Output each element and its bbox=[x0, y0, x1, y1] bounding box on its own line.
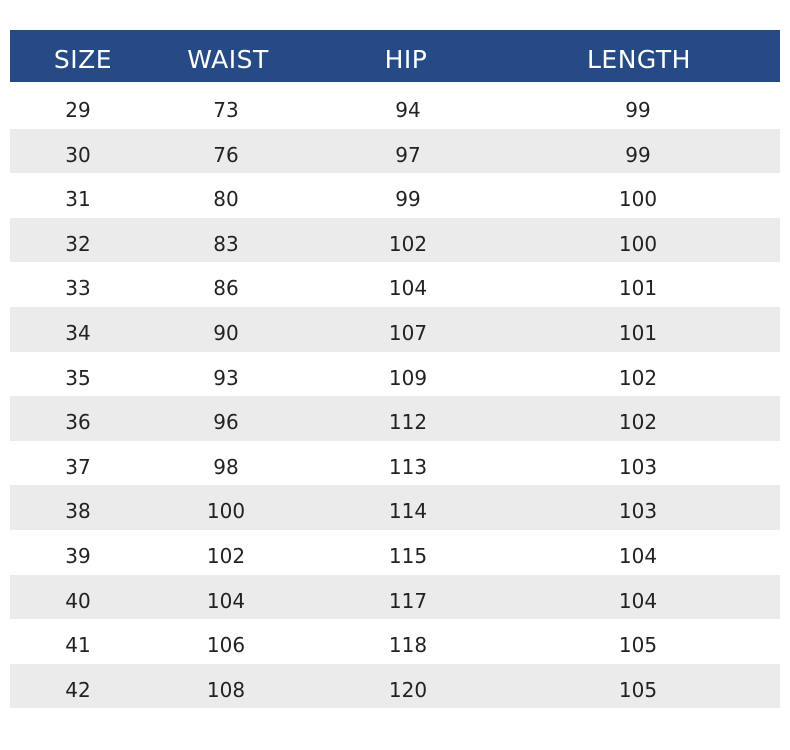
size-table-body: 29 73 94 99 30 76 97 99 31 80 99 100 32 83 102 100 33 86 1… bbox=[10, 84, 780, 709]
cell-waist: 86 bbox=[213, 276, 239, 301]
cell-hip: 99 bbox=[395, 187, 421, 212]
cell-waist: 96 bbox=[213, 410, 239, 435]
cell-hip: 114 bbox=[388, 499, 428, 524]
table-row: 38 100 114 103 bbox=[10, 485, 780, 530]
cell-size: 35 bbox=[65, 365, 91, 390]
cell-waist: 73 bbox=[213, 98, 239, 122]
cell-size: 32 bbox=[65, 231, 91, 256]
cell-hip: 117 bbox=[388, 588, 428, 613]
table-row: 31 80 99 100 bbox=[10, 173, 780, 218]
cell-hip: 109 bbox=[388, 365, 428, 390]
cell-length: 103 bbox=[618, 454, 658, 479]
header-size: SIZE bbox=[53, 45, 113, 74]
cell-size: 37 bbox=[65, 454, 91, 479]
table-row: 39 102 115 104 bbox=[10, 530, 780, 575]
cell-length: 101 bbox=[618, 276, 658, 301]
table-row: 35 93 109 102 bbox=[10, 352, 780, 397]
table-row: 32 83 102 100 bbox=[10, 217, 780, 263]
cell-waist: 106 bbox=[206, 633, 246, 658]
table-row: 34 90 107 101 bbox=[10, 306, 780, 352]
cell-waist: 83 bbox=[213, 231, 239, 256]
cell-size: 31 bbox=[65, 187, 91, 212]
cell-waist: 104 bbox=[206, 588, 246, 613]
table-row: 40 104 117 104 bbox=[10, 574, 780, 620]
table-row: 42 108 120 105 bbox=[10, 663, 780, 709]
cell-length: 101 bbox=[618, 320, 658, 345]
header-hip: HIP bbox=[384, 45, 428, 74]
table-row: 29 73 94 99 bbox=[10, 84, 780, 129]
cell-hip: 115 bbox=[388, 543, 428, 568]
cell-length: 104 bbox=[618, 588, 658, 613]
header-length: LENGTH bbox=[587, 45, 691, 74]
cell-waist: 108 bbox=[206, 677, 246, 702]
cell-waist: 76 bbox=[213, 142, 239, 167]
cell-size: 36 bbox=[65, 410, 91, 435]
cell-size: 30 bbox=[65, 142, 91, 167]
cell-hip: 107 bbox=[388, 320, 428, 345]
cell-length: 100 bbox=[618, 231, 658, 256]
cell-hip: 113 bbox=[388, 454, 428, 479]
cell-size: 39 bbox=[65, 543, 91, 568]
cell-hip: 94 bbox=[395, 98, 421, 122]
cell-length: 99 bbox=[625, 98, 651, 122]
cell-waist: 90 bbox=[213, 320, 239, 345]
cell-hip: 120 bbox=[388, 677, 428, 702]
cell-length: 102 bbox=[618, 365, 658, 390]
cell-length: 105 bbox=[618, 633, 658, 658]
cell-size: 40 bbox=[65, 588, 91, 613]
cell-size: 41 bbox=[65, 633, 91, 658]
table-row: 33 86 104 101 bbox=[10, 262, 780, 307]
cell-size: 38 bbox=[65, 499, 91, 524]
cell-waist: 98 bbox=[213, 454, 239, 479]
cell-waist: 100 bbox=[206, 499, 246, 524]
cell-size: 29 bbox=[65, 98, 91, 122]
cell-length: 105 bbox=[618, 677, 658, 702]
table-row: 37 98 113 103 bbox=[10, 441, 780, 486]
cell-waist: 93 bbox=[213, 365, 239, 390]
cell-size: 34 bbox=[65, 320, 91, 345]
cell-waist: 102 bbox=[206, 543, 246, 568]
cell-waist: 80 bbox=[213, 187, 239, 212]
cell-length: 104 bbox=[618, 543, 658, 568]
cell-size: 42 bbox=[65, 677, 91, 702]
cell-hip: 118 bbox=[388, 633, 428, 658]
table-row: 30 76 97 99 bbox=[10, 128, 780, 174]
cell-size: 33 bbox=[65, 276, 91, 301]
table-row: 41 106 118 105 bbox=[10, 619, 780, 664]
cell-hip: 97 bbox=[395, 142, 421, 167]
cell-length: 99 bbox=[625, 142, 651, 167]
cell-hip: 102 bbox=[388, 231, 428, 256]
cell-length: 100 bbox=[618, 187, 658, 212]
cell-length: 103 bbox=[618, 499, 658, 524]
table-header: SIZE WAIST HIP LENGTH bbox=[10, 30, 780, 82]
cell-hip: 112 bbox=[388, 410, 428, 435]
cell-hip: 104 bbox=[388, 276, 428, 301]
table-row: 36 96 112 102 bbox=[10, 396, 780, 441]
header-waist: WAIST bbox=[187, 45, 269, 74]
cell-length: 102 bbox=[618, 410, 658, 435]
